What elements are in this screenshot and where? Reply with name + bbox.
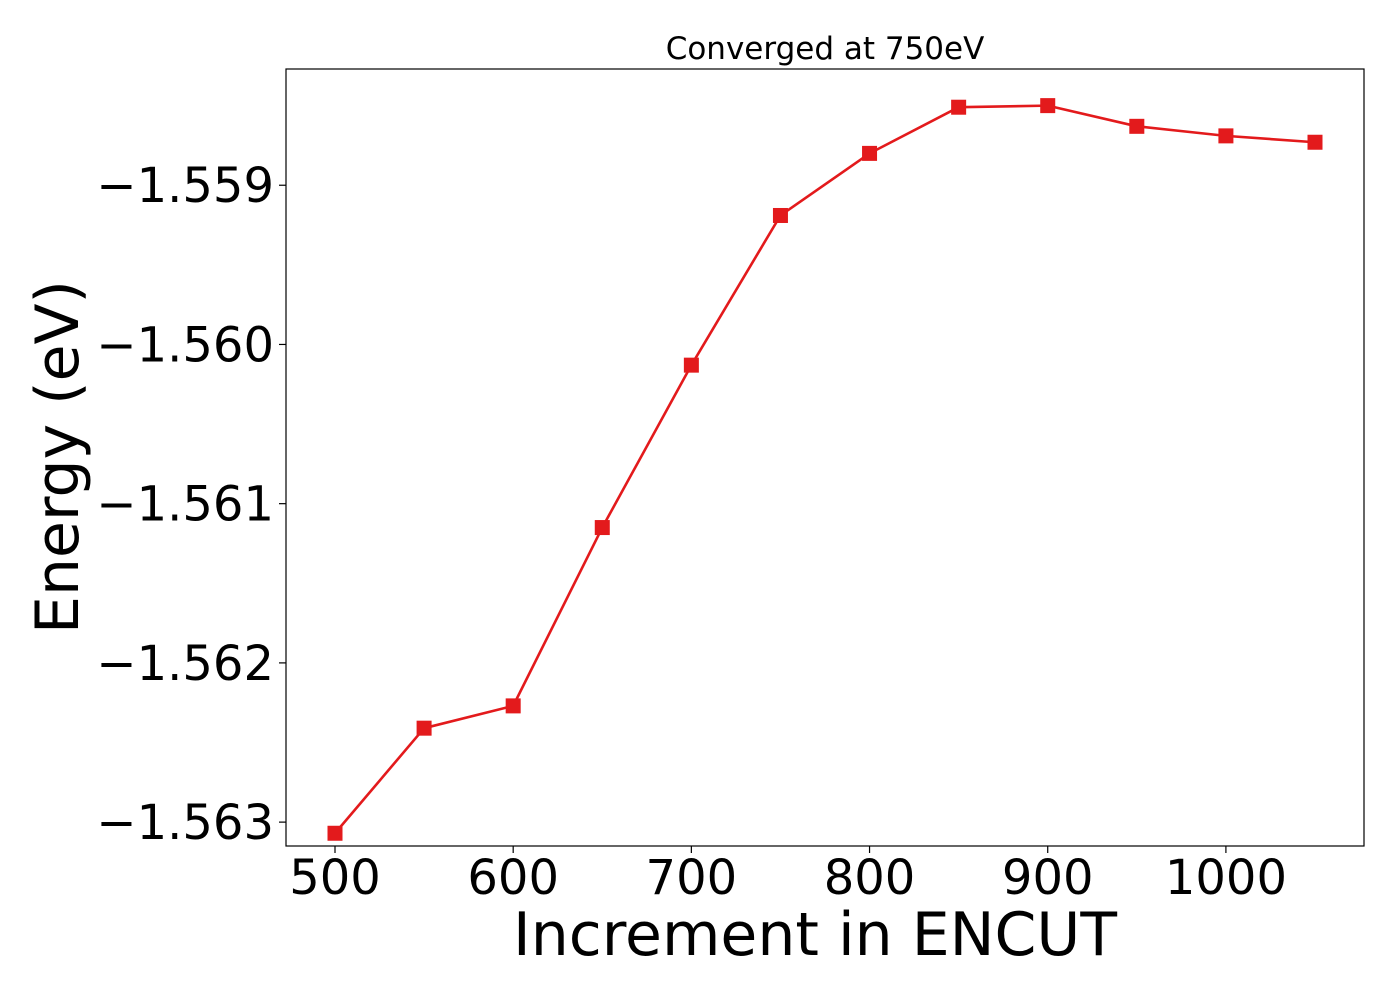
data-point-marker: [1129, 118, 1145, 134]
data-point-marker: [416, 720, 432, 736]
x-tick-label: 800: [824, 850, 916, 906]
x-tick-label: 1000: [1165, 850, 1287, 906]
x-tick-label: 900: [1002, 850, 1094, 906]
y-axis-label: Energy (eV): [23, 280, 93, 634]
plot-area-frame: [285, 68, 1365, 847]
data-point-marker: [683, 357, 699, 373]
data-point-marker: [1040, 98, 1056, 114]
x-tick-label: 500: [289, 850, 381, 906]
y-tick-label: −1.562: [96, 636, 274, 692]
data-point-marker: [505, 698, 521, 714]
x-axis: 500 600 700 800 900 1000: [289, 846, 1287, 906]
x-tick-label: 600: [467, 850, 559, 906]
x-axis-label: Increment in ENCUT: [513, 900, 1117, 970]
y-tick-label: −1.559: [96, 158, 274, 214]
series-layer: [327, 98, 1323, 841]
data-point-marker: [772, 207, 788, 223]
x-tick-label: 700: [646, 850, 738, 906]
y-tick-label: −1.563: [96, 795, 274, 851]
y-tick-label: −1.561: [96, 477, 274, 533]
data-point-marker: [1218, 128, 1234, 144]
data-point-marker: [327, 825, 343, 841]
series-line: [334, 104, 1316, 835]
data-point-marker: [594, 520, 610, 536]
chart-title: Converged at 750eV: [666, 31, 985, 67]
data-point-marker: [862, 145, 878, 161]
data-point-marker: [1307, 134, 1323, 150]
y-tick-label: −1.560: [96, 317, 274, 373]
data-point-marker: [951, 99, 967, 115]
y-axis: −1.563 −1.562 −1.561 −1.560 −1.559: [96, 158, 286, 851]
